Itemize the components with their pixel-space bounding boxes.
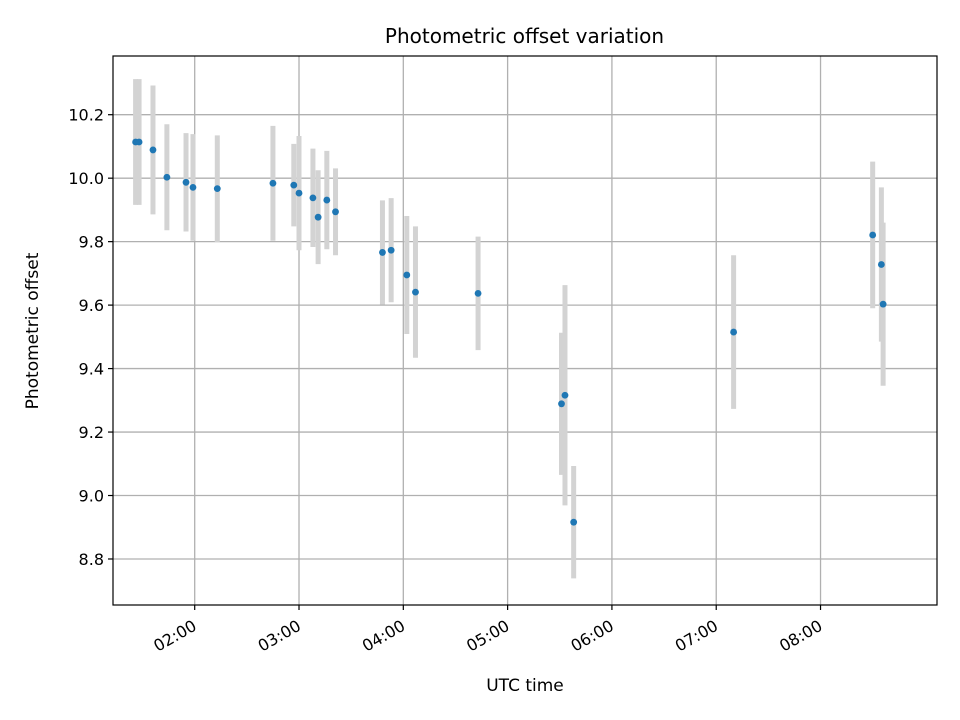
data-point xyxy=(290,181,298,189)
data-point xyxy=(412,288,419,296)
data-point xyxy=(323,196,331,204)
data-point xyxy=(314,213,322,221)
data-point xyxy=(558,400,565,408)
y-tick-label: 9.4 xyxy=(79,360,104,379)
chart-title: Photometric offset variation xyxy=(385,24,664,48)
x-tick-label: 08:00 xyxy=(776,616,825,656)
x-tick-label: 03:00 xyxy=(255,616,304,656)
data-point xyxy=(561,391,569,399)
y-axis-ticks: 8.8 9.0 9.2 9.4 9.6 9.8 10.0 10.2 xyxy=(68,106,113,569)
data-point xyxy=(309,194,317,202)
y-tick-label: 9.8 xyxy=(79,233,104,252)
data-point xyxy=(879,300,887,308)
data-points xyxy=(132,138,887,526)
x-tick-label: 06:00 xyxy=(567,616,616,656)
data-point xyxy=(135,138,143,146)
error-bars xyxy=(133,79,886,579)
data-point xyxy=(730,328,738,336)
data-point xyxy=(295,189,303,197)
y-tick-label: 10.0 xyxy=(68,169,104,188)
x-axis-title: UTC time xyxy=(486,676,564,696)
data-point xyxy=(189,183,197,191)
y-tick-label: 9.2 xyxy=(79,423,104,442)
data-point xyxy=(269,179,277,187)
data-point xyxy=(163,173,171,181)
y-tick-label: 8.8 xyxy=(79,550,104,569)
data-point xyxy=(869,231,877,239)
data-point xyxy=(570,518,578,526)
data-point xyxy=(182,178,190,186)
data-point xyxy=(877,261,885,268)
data-point xyxy=(379,249,386,256)
data-point xyxy=(387,246,395,254)
x-tick-label: 04:00 xyxy=(359,616,408,656)
data-point xyxy=(403,271,411,279)
y-tick-label: 9.0 xyxy=(79,487,104,506)
y-tick-label: 9.6 xyxy=(79,296,104,315)
x-tick-label: 05:00 xyxy=(463,616,512,656)
grid-lines xyxy=(113,56,937,605)
x-tick-label: 02:00 xyxy=(150,616,199,656)
data-point xyxy=(149,146,157,154)
data-point xyxy=(332,208,339,216)
x-axis-ticks: 02:00 03:00 04:00 05:00 06:00 07:00 08:00 xyxy=(150,605,826,656)
plot-frame xyxy=(112,55,938,606)
data-point xyxy=(474,289,482,297)
y-axis-title: Photometric offset xyxy=(23,252,43,409)
y-tick-label: 10.2 xyxy=(68,106,104,125)
x-tick-label: 07:00 xyxy=(672,616,721,656)
data-point xyxy=(213,185,221,193)
